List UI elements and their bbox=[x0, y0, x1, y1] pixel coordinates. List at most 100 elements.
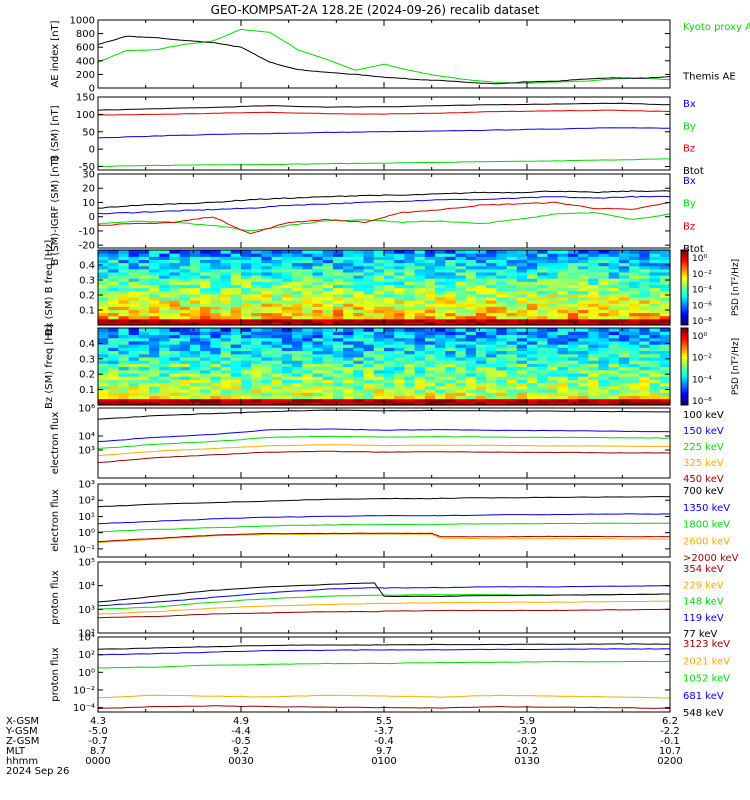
spectrogram-cell bbox=[578, 356, 589, 361]
spectrogram-cell bbox=[322, 369, 334, 374]
spectrogram-cell bbox=[343, 259, 354, 264]
spectrogram-cell bbox=[108, 271, 120, 276]
spectrogram-cell bbox=[404, 293, 416, 298]
spectrogram-cell bbox=[230, 259, 242, 264]
spectrogram-cell bbox=[169, 281, 181, 285]
y-tick-label: 10⁴ bbox=[78, 432, 95, 443]
spectrogram-cell bbox=[332, 306, 344, 310]
spectrogram-cell bbox=[629, 281, 640, 285]
spectrogram-cell bbox=[200, 398, 211, 403]
spectrogram-cell bbox=[332, 369, 344, 374]
spectrogram-cell bbox=[608, 315, 620, 320]
spectrogram-cell bbox=[332, 366, 344, 371]
spectrogram-cell bbox=[230, 293, 242, 298]
spectrogram-cell bbox=[475, 262, 487, 267]
colorbar-tick-label: 10⁻⁸ bbox=[692, 317, 712, 327]
spectrogram-cell bbox=[353, 356, 365, 361]
spectrogram-cell bbox=[373, 401, 385, 406]
spectrogram-cell bbox=[292, 376, 303, 380]
spectrogram-cell bbox=[363, 385, 375, 390]
spectrogram-cell bbox=[598, 398, 610, 403]
spectrogram-cell bbox=[251, 253, 263, 257]
y-axis-label: B (SM) [nT] bbox=[50, 105, 61, 161]
spectrogram-cell bbox=[578, 284, 589, 289]
spectrogram-cell bbox=[210, 385, 222, 390]
spectrogram-cell bbox=[608, 278, 620, 282]
spectrogram-cell bbox=[128, 379, 140, 384]
spectrogram-cell bbox=[516, 388, 528, 393]
spectrogram-cell bbox=[435, 293, 446, 298]
spectrogram-cell bbox=[322, 309, 334, 314]
spectrogram-cell bbox=[373, 363, 385, 368]
y-tick-label: 10⁴ bbox=[78, 633, 95, 644]
legend-label: 548 keV bbox=[683, 708, 724, 719]
spectrogram-cell bbox=[343, 401, 354, 406]
spectrogram-cell bbox=[292, 315, 303, 320]
series-line-2 bbox=[97, 600, 671, 615]
spectrogram-cell bbox=[108, 253, 120, 257]
spectrogram-cell bbox=[169, 306, 181, 310]
spectrogram-cell bbox=[414, 259, 426, 264]
spectrogram-cell bbox=[332, 353, 344, 358]
spectrogram-cell bbox=[189, 395, 201, 400]
spectrogram-cell bbox=[292, 356, 303, 361]
spectrogram-cell bbox=[312, 262, 324, 267]
spectrogram-cell bbox=[230, 265, 242, 270]
spectrogram-cell bbox=[220, 281, 232, 285]
y-tick-label: 10⁵ bbox=[78, 558, 95, 569]
spectrogram-cell bbox=[281, 284, 293, 289]
spectrogram-cell bbox=[251, 385, 263, 390]
spectrogram-cell bbox=[424, 265, 436, 270]
spectrogram-cell bbox=[486, 253, 497, 257]
colorbar-tick-label: 10⁰ bbox=[692, 254, 707, 264]
spectrogram-cell bbox=[394, 340, 406, 345]
spectrogram-cell bbox=[516, 366, 528, 371]
spectrogram-cell bbox=[465, 256, 477, 260]
colorbar-segment bbox=[681, 358, 688, 362]
spectrogram-cell bbox=[108, 344, 120, 348]
spectrogram-cell bbox=[128, 312, 140, 317]
legend-label: 700 keV bbox=[683, 486, 724, 497]
spectrogram-cell bbox=[302, 281, 314, 285]
spectrogram-cell bbox=[465, 268, 477, 273]
spectrogram-cell bbox=[557, 363, 569, 368]
spectrogram-cell bbox=[516, 306, 528, 310]
spectrogram-cell bbox=[455, 372, 467, 377]
spectrogram-cell bbox=[169, 287, 181, 292]
spectrogram-cell bbox=[312, 296, 324, 301]
spectrogram-cell bbox=[639, 388, 651, 393]
spectrogram-cell bbox=[639, 303, 651, 307]
spectrogram-cell bbox=[557, 376, 569, 380]
spectrogram-cell bbox=[465, 265, 477, 270]
spectrogram-cell bbox=[424, 306, 436, 310]
series-line-3 bbox=[97, 522, 671, 533]
spectrogram-cell bbox=[404, 369, 416, 374]
spectrogram-cell bbox=[292, 259, 303, 264]
spectrogram-cell bbox=[220, 262, 232, 267]
spectrogram-cell bbox=[118, 293, 130, 298]
spectrogram-cell bbox=[128, 290, 140, 295]
spectrogram-cell bbox=[251, 388, 263, 393]
spectrogram-cell bbox=[384, 360, 395, 364]
spectrogram-cell bbox=[639, 250, 651, 254]
spectrogram-cell bbox=[578, 340, 589, 345]
spectrogram-cell bbox=[332, 401, 344, 406]
spectrogram-cell bbox=[128, 388, 140, 393]
spectrogram-cell bbox=[435, 363, 446, 368]
spectrogram-cell bbox=[588, 353, 600, 358]
spectrogram-cell bbox=[302, 334, 314, 339]
spectrogram-cell bbox=[516, 250, 528, 254]
spectrogram-cell bbox=[384, 296, 395, 301]
spectrogram-cell bbox=[465, 331, 477, 336]
spectrogram-cell bbox=[598, 275, 610, 279]
spectrogram-cell bbox=[322, 372, 334, 377]
spectrogram-cell bbox=[506, 398, 518, 403]
spectrogram-cell bbox=[353, 353, 365, 358]
spectrogram-cell bbox=[588, 268, 600, 273]
spectrogram-cell bbox=[189, 328, 201, 332]
series-line-2 bbox=[98, 158, 670, 167]
spectrogram-cell bbox=[98, 259, 109, 264]
spectrogram-cell bbox=[128, 268, 140, 273]
spectrogram-cell bbox=[567, 401, 579, 406]
spectrogram-cell bbox=[465, 347, 477, 352]
